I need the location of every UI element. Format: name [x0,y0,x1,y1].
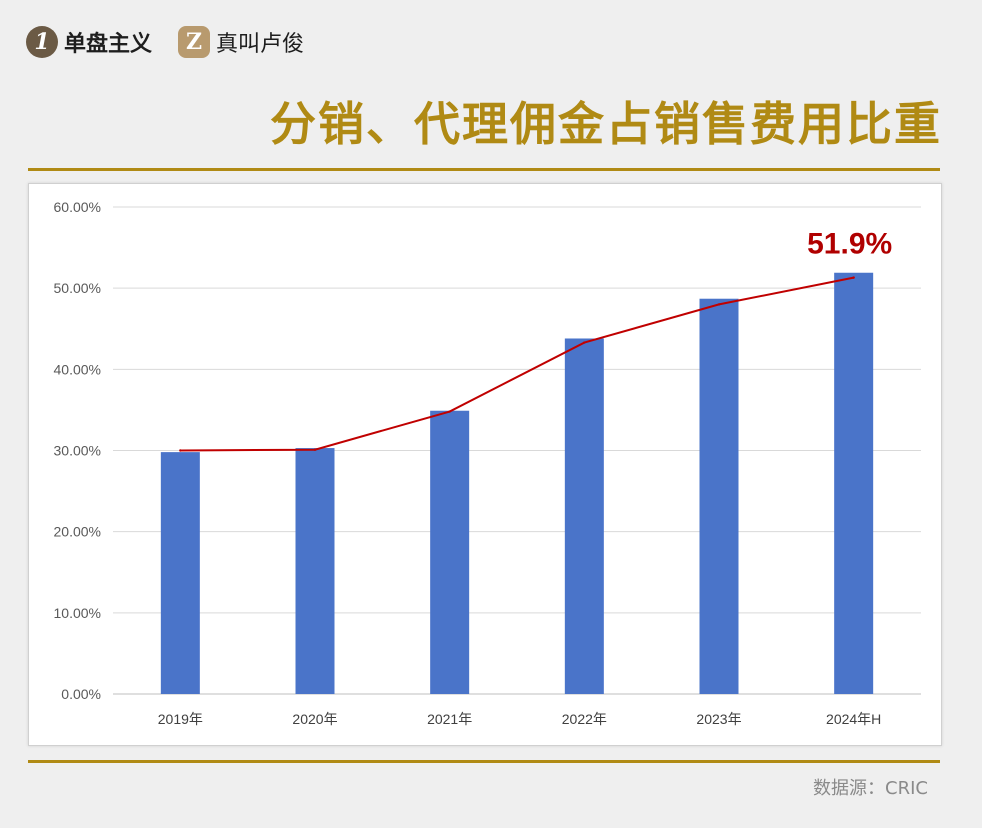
bottom-divider [28,760,940,763]
line-point [717,303,721,306]
brand-name-1: 单盘主义 [64,32,153,57]
x-tick-label: 2024年H [826,711,881,727]
x-tick-label: 2021年 [427,711,472,727]
y-tick-label: 50.00% [54,280,101,296]
bar [564,338,604,694]
bar-line-chart: 0.00% 10.00% 20.00% 30.00% 40.00% 50.00% 60.00… [54,199,921,727]
highlight-data-label: 51.9% [807,228,892,261]
bar [430,410,470,694]
line-point [179,449,182,452]
y-tick-label: 30.00% [54,443,101,459]
zhenjiao-logo-icon: Z [178,26,211,58]
y-tick-label: 10.00% [54,605,101,621]
bar [834,272,874,694]
bar [699,298,739,694]
y-tick-label: 60.00% [54,199,101,215]
line-point [313,448,317,451]
x-tick-label: 2023年 [696,711,741,727]
bar [295,448,335,694]
y-tick-label: 20.00% [54,524,101,540]
y-tick-label: 0.00% [61,686,101,702]
brand-header: 1 单盘主义 Z 真叫卢俊 [26,26,304,58]
top-divider [28,168,940,171]
bar [160,452,200,694]
y-tick-label: 40.00% [54,361,101,377]
line-point [448,410,451,413]
line-point [852,276,855,279]
trend-line [180,276,854,452]
data-source: 数据源：CRIC [813,778,928,799]
danpan-logo-icon: 1 [26,26,58,58]
x-tick-label: 2022年 [562,711,607,727]
line-point [583,341,586,344]
page-title: 分销、代理佣金占销售费用比重 [270,97,942,151]
brand-name-2: 真叫卢俊 [216,32,305,57]
chart-panel: 0.00% 10.00% 20.00% 30.00% 40.00% 50.00% 60.00… [28,183,942,746]
x-tick-label: 2020年 [292,711,337,727]
x-tick-label: 2019年 [158,711,203,727]
